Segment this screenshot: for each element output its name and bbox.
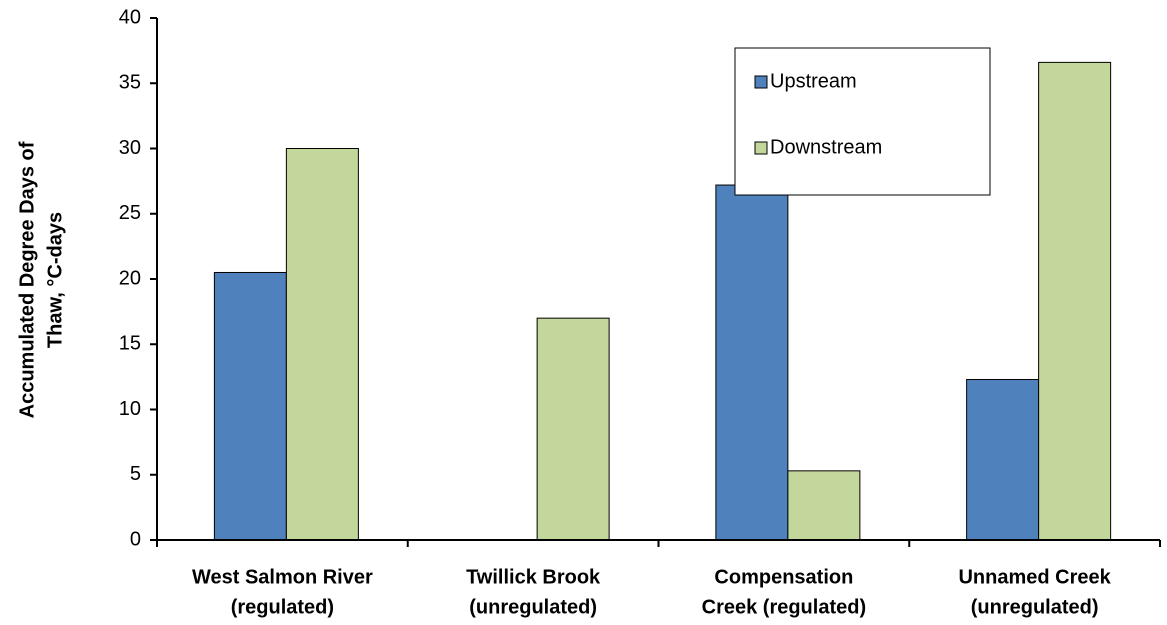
- y-axis-label-line: Accumulated Degree Days of: [16, 141, 38, 418]
- y-tick-label: 10: [119, 398, 141, 420]
- legend-label: Upstream: [770, 70, 857, 92]
- y-tick-label: 40: [119, 6, 141, 28]
- y-axis-label: Accumulated Degree Days of Thaw, °C-days: [16, 141, 66, 418]
- x-tick-label: (unregulated): [971, 596, 1099, 618]
- x-tick-label: (unregulated): [469, 596, 597, 618]
- y-axis-label-line: Thaw, °C-days: [44, 212, 66, 348]
- legend-box: [734, 47, 991, 196]
- x-tick-label: West Salmon River: [192, 566, 373, 588]
- legend-swatch: [754, 75, 768, 89]
- legend-label: Downstream: [770, 136, 882, 158]
- y-tick-label: 15: [119, 333, 141, 355]
- y-tick-label: 5: [130, 463, 141, 485]
- x-tick-label: Compensation: [714, 566, 853, 588]
- legend: Upstream Downstream: [734, 47, 991, 196]
- bar: [1038, 61, 1112, 541]
- bar: [715, 184, 789, 541]
- legend-swatch: [754, 141, 768, 155]
- y-tick-label: 25: [119, 202, 141, 224]
- y-tick-label: 0: [130, 528, 141, 550]
- bar: [213, 271, 287, 541]
- bar: [787, 470, 861, 541]
- y-tick-label: 35: [119, 72, 141, 94]
- bar: [966, 378, 1040, 541]
- y-tick-label: 20: [119, 267, 141, 289]
- y-tick-label: 30: [119, 137, 141, 159]
- x-tick-label: Creek (regulated): [702, 596, 867, 618]
- bar: [285, 148, 359, 541]
- x-tick-label: Twillick Brook: [466, 566, 601, 588]
- x-tick-label: (regulated): [231, 596, 334, 618]
- x-tick-label: Unnamed Creek: [958, 566, 1111, 588]
- bar: [536, 317, 610, 541]
